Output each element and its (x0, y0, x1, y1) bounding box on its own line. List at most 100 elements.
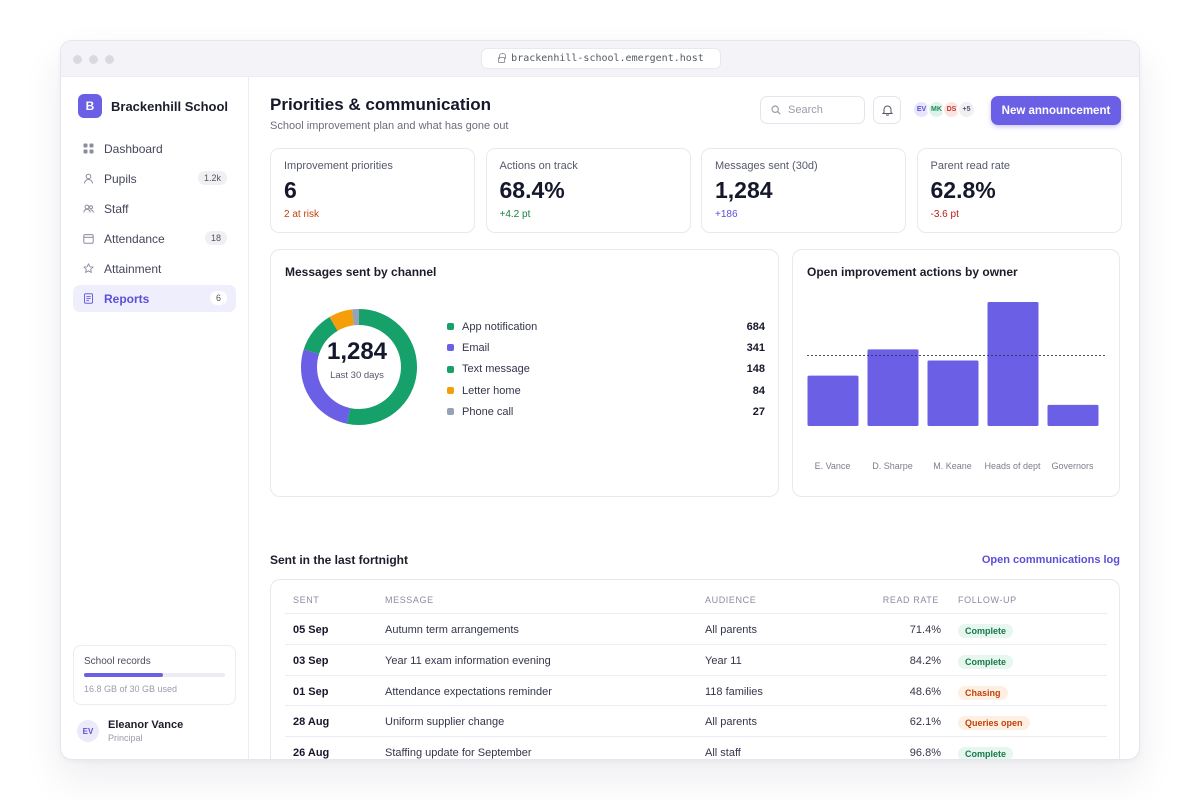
sidebar-item-staff[interactable]: Staff (73, 195, 236, 222)
open-communications-log-link[interactable]: Open communications log (981, 554, 1120, 566)
cell-message: Staffing update for September (385, 747, 532, 760)
document-icon (83, 293, 94, 304)
legend-value: 27 (752, 405, 765, 418)
bar-axis-label: D. Sharpe (872, 461, 913, 471)
main-content: Priorities & communication School improv… (249, 77, 1139, 760)
brand[interactable]: B Brackenhill School (78, 94, 228, 118)
cell-read-rate: 84.2% (909, 654, 941, 667)
cell-sent-date: 03 Sep (293, 654, 329, 667)
legend-item: Text message 148 (447, 359, 765, 380)
status-badge: Complete (958, 624, 1014, 638)
owner-bar-chart (807, 302, 1107, 426)
cell-audience: All parents (705, 624, 757, 636)
channel-legend: App notification 684 Email 341 Text message 1… (447, 316, 765, 422)
kpi-delta: -3.6 pt (930, 209, 959, 220)
window-close-dot[interactable] (73, 55, 82, 64)
sidebar-item-reports[interactable]: Reports 6 (73, 285, 236, 312)
cell-message: Year 11 exam information evening (385, 654, 551, 667)
table-row[interactable]: 03 Sep Year 11 exam information evening Ye… (285, 643, 1107, 675)
window-maximize-dot[interactable] (105, 55, 114, 64)
storage-progress-bar (84, 673, 225, 677)
browser-titlebar: brackenhill-school.emergent.host (61, 41, 1139, 77)
legend-label: Email (462, 341, 490, 354)
legend-swatch (447, 365, 454, 373)
sidebar-item-pupils[interactable]: Pupils 1.2k (73, 165, 236, 192)
collaborator-avatar[interactable]: EV (912, 100, 931, 119)
cell-message: Attendance expectations reminder (385, 685, 552, 698)
collaborator-avatars[interactable]: EV MK DS +5 (912, 100, 976, 119)
notifications-button[interactable] (873, 96, 901, 124)
bar-d-sharpe (867, 349, 919, 426)
users-icon (83, 203, 94, 214)
user-role: Principal (108, 733, 143, 743)
address-bar[interactable]: brackenhill-school.emergent.host (481, 48, 721, 69)
sidebar-item-dashboard[interactable]: Dashboard (73, 135, 236, 162)
legend-swatch (447, 387, 454, 395)
donut-slice-email (301, 309, 417, 425)
bar-m-keane (927, 360, 979, 426)
sidebar-item-label: Pupils (104, 171, 137, 186)
cell-audience: All staff (705, 747, 741, 760)
sidebar: B Brackenhill School Dashboard Pupils 1.2k… (61, 77, 249, 759)
kpi-value: 68.4% (499, 177, 565, 203)
collaborator-avatar[interactable]: +5 (957, 100, 976, 119)
actions-by-owner-card: Open improvement actions by owner E. Van… (792, 249, 1120, 497)
legend-swatch (447, 344, 454, 352)
legend-value: 341 (746, 341, 765, 354)
cell-sent-date: 05 Sep (293, 624, 329, 636)
cell-audience: All parents (705, 716, 757, 729)
brand-name: Brackenhill School (111, 98, 229, 114)
kpi-label: Improvement priorities (284, 160, 393, 172)
bar-e-vance (807, 375, 859, 426)
sidebar-item-count-badge: 1.2k (197, 171, 227, 185)
table-row[interactable]: 01 Sep Attendance expectations reminder 11… (285, 674, 1107, 706)
storage-card: School records 16.8 GB of 30 GB used (73, 645, 236, 705)
kpi-card-parent-read-rate: Parent read rate 62.8% -3.6 pt (916, 148, 1122, 233)
sidebar-item-count-badge: 18 (204, 231, 227, 245)
sidebar-nav: Dashboard Pupils 1.2k Staff Attendance 18 Atta… (73, 135, 236, 315)
page-subtitle: School improvement plan and what has gon… (270, 120, 509, 132)
collaborator-avatar[interactable]: DS (942, 100, 961, 119)
table-row[interactable]: 05 Sep Autumn term arrangements All parent… (285, 613, 1107, 644)
search-input[interactable]: Search (760, 96, 865, 124)
legend-value: 148 (746, 363, 765, 376)
page-title: Priorities & communication (270, 95, 492, 114)
column-header-sent: SENT (293, 595, 320, 605)
new-announcement-button[interactable]: New announcement (991, 96, 1121, 125)
column-header-message: MESSAGE (385, 595, 434, 605)
search-icon (771, 105, 781, 115)
kpi-card-actions-on-track: Actions on track 68.4% +4.2 pt (485, 148, 691, 233)
table-row[interactable]: 28 Aug Uniform supplier change All parents… (285, 705, 1107, 736)
kpi-value: 62.8% (930, 177, 996, 203)
legend-label: App notification (462, 320, 538, 333)
column-header-follow-up: FOLLOW-UP (958, 595, 1017, 605)
kpi-delta: 2 at risk (284, 209, 320, 220)
messages-donut-chart (301, 309, 417, 425)
bar-axis-label: E. Vance (814, 461, 851, 471)
legend-swatch (447, 323, 454, 331)
kpi-label: Actions on track (499, 160, 578, 172)
sidebar-item-label: Reports (104, 291, 150, 306)
cell-sent-date: 28 Aug (293, 716, 330, 729)
messages-by-channel-card: Messages sent by channel 1,284 Last 30 d… (270, 249, 779, 497)
cell-read-rate: 62.1% (909, 716, 941, 729)
legend-value: 684 (746, 320, 765, 333)
kpi-card-improvement-priorities: Improvement priorities 6 2 at risk (270, 148, 475, 233)
donut-center-label: Last 30 days (330, 370, 384, 381)
legend-item: Phone call 27 (447, 401, 765, 422)
sidebar-item-label: Staff (104, 201, 129, 216)
status-badge: Chasing (958, 685, 1008, 700)
sidebar-item-label: Attainment (104, 261, 162, 276)
calendar-icon (83, 233, 94, 244)
sidebar-item-count-badge: 6 (209, 291, 227, 305)
avatar: EV (77, 720, 99, 742)
user-profile[interactable]: EV Eleanor Vance Principal (77, 719, 183, 743)
column-header-audience: AUDIENCE (705, 595, 757, 605)
kpi-value: 1,284 (715, 177, 773, 203)
window-minimize-dot[interactable] (89, 55, 98, 64)
table-row[interactable]: 26 Aug Staffing update for September All s… (285, 736, 1107, 760)
table-section-title: Sent in the last fortnight (270, 553, 408, 567)
kpi-delta: +4.2 pt (499, 209, 531, 220)
sidebar-item-attainment[interactable]: Attainment (73, 255, 236, 282)
sidebar-item-attendance[interactable]: Attendance 18 (73, 225, 236, 252)
